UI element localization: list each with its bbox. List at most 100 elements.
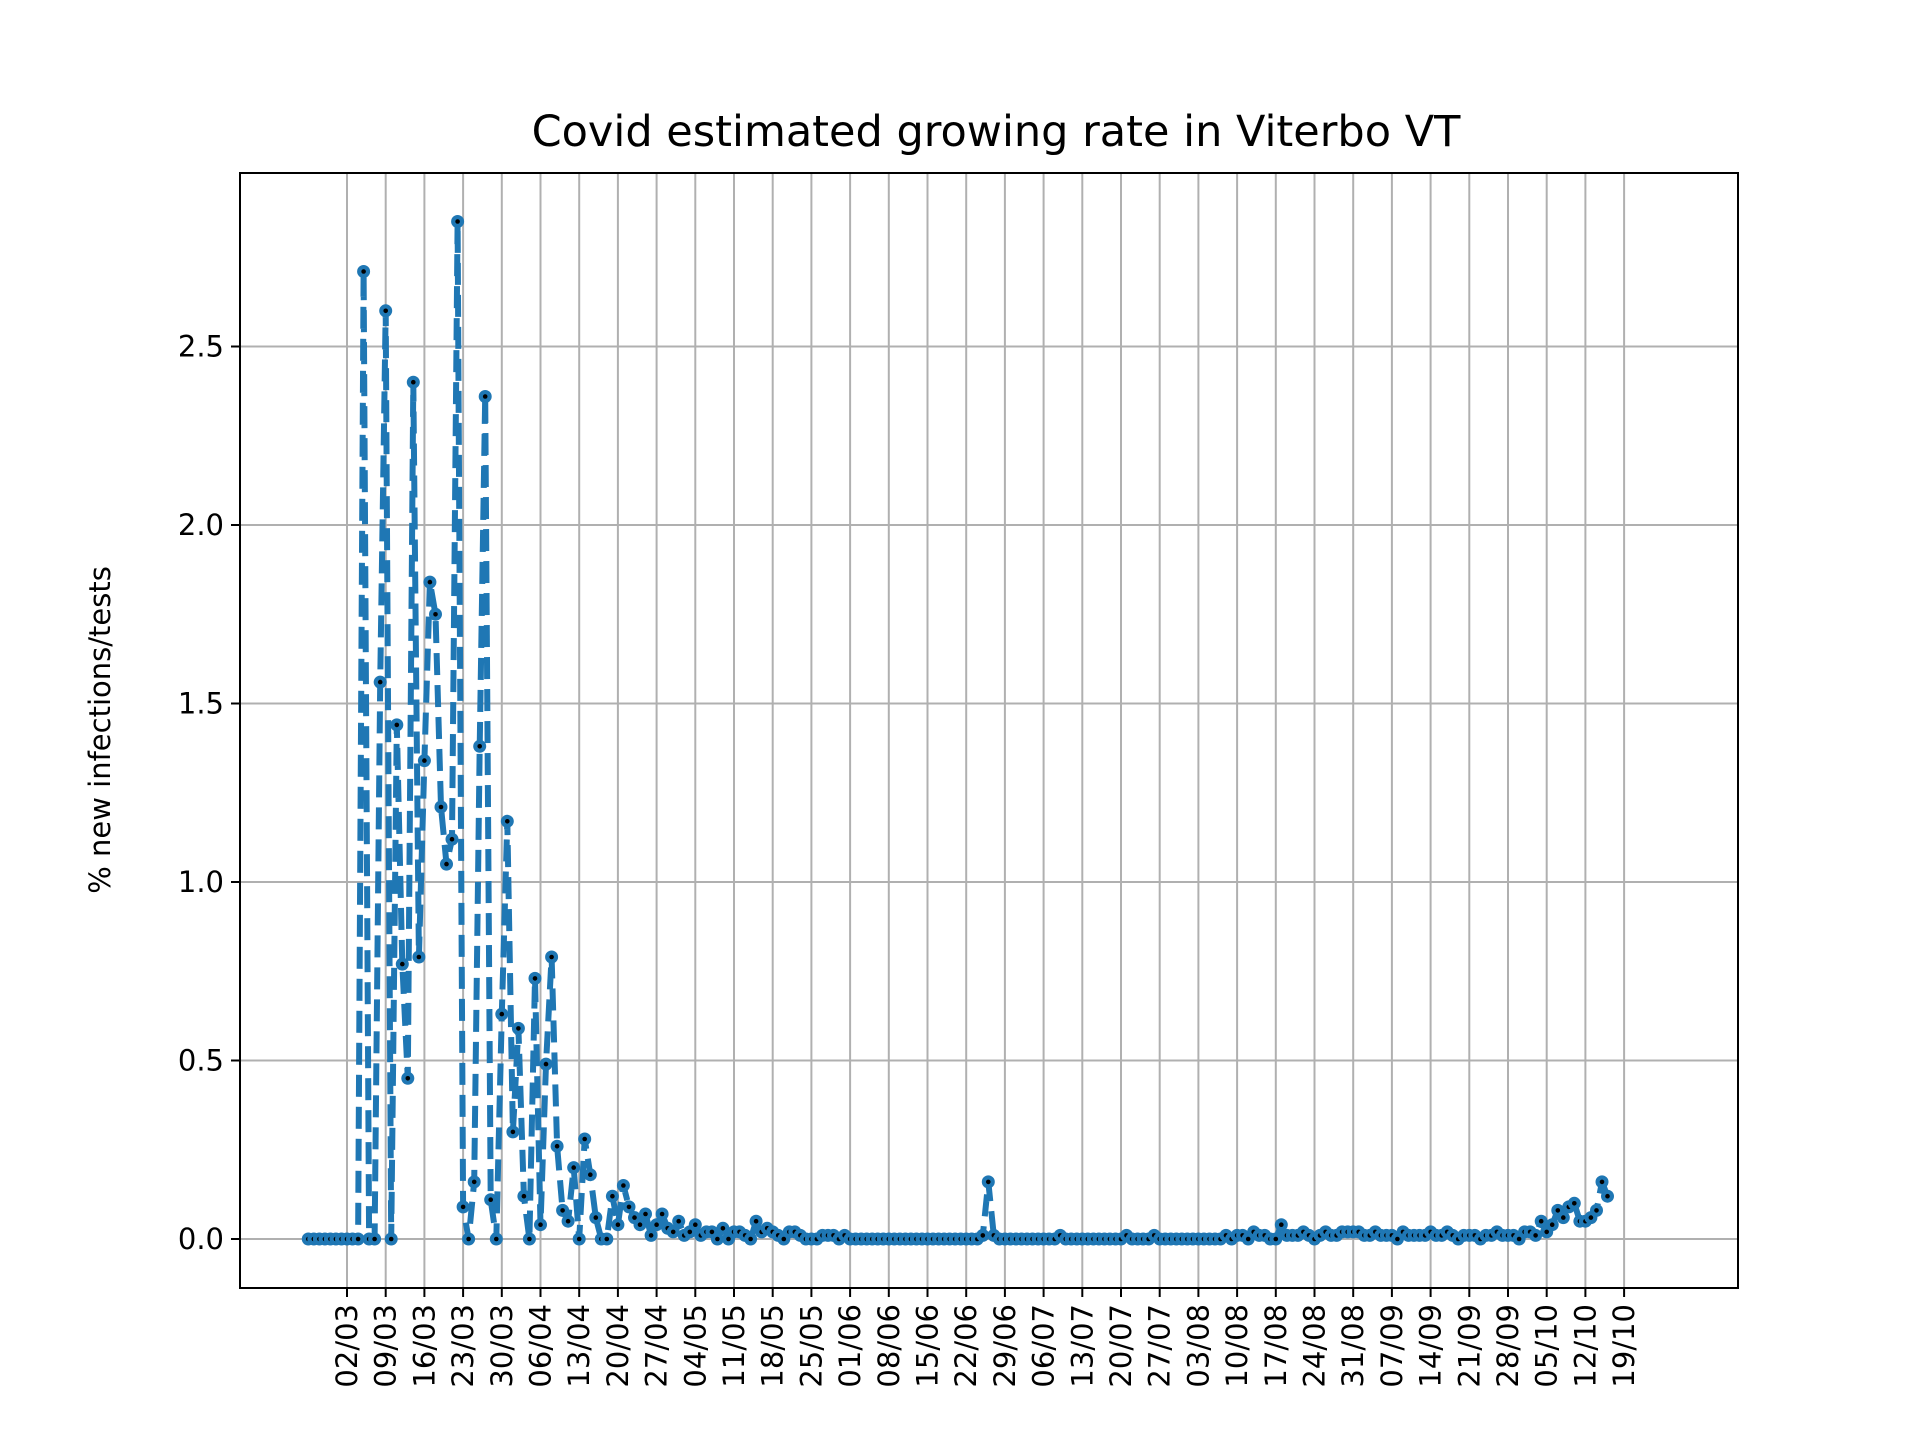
- data-point-dot: [626, 1204, 632, 1210]
- data-point-dot: [986, 1179, 991, 1185]
- data-point-dot: [1561, 1215, 1566, 1220]
- data-point-dot: [1555, 1208, 1561, 1213]
- data-point-dot: [499, 1011, 505, 1017]
- data-point-dot: [980, 1233, 986, 1238]
- data-point: [976, 1228, 990, 1242]
- data-series: [301, 215, 1614, 1246]
- data-point: [550, 1139, 564, 1153]
- data-point-dot: [648, 1233, 654, 1238]
- data-point-dot: [460, 1204, 466, 1210]
- data-point-dot: [1395, 1236, 1400, 1242]
- data-point: [500, 814, 514, 828]
- data-point-dot: [505, 819, 510, 824]
- data-point: [1529, 1228, 1543, 1242]
- data-point-dot: [1273, 1236, 1279, 1242]
- data-point-dot: [1279, 1222, 1284, 1227]
- data-point-dot: [720, 1226, 726, 1231]
- data-point-dot: [676, 1218, 681, 1224]
- data-point-dot: [377, 679, 383, 685]
- data-point-dot: [554, 1143, 560, 1149]
- data-point: [589, 1211, 603, 1225]
- data-point-dot: [527, 1236, 532, 1242]
- data-point-dot: [715, 1236, 720, 1242]
- data-point-dot: [610, 1193, 615, 1199]
- data-point: [522, 1232, 536, 1246]
- data-point: [423, 575, 437, 589]
- data-point: [1269, 1232, 1283, 1246]
- data-point: [710, 1232, 724, 1246]
- y-tick-label: 1.5: [178, 687, 224, 721]
- data-point: [1274, 1218, 1288, 1232]
- data-point-dot: [637, 1222, 643, 1227]
- data-point: [412, 950, 426, 964]
- data-point-dot: [576, 1236, 582, 1242]
- data-point: [406, 375, 420, 389]
- y-tick-label: 2.5: [178, 330, 224, 364]
- x-tick-label: 05/10: [1530, 1304, 1564, 1388]
- data-point-dot: [748, 1236, 753, 1242]
- x-tick-label: 08/06: [872, 1304, 906, 1388]
- data-point-dot: [1605, 1193, 1610, 1199]
- data-point-dot: [400, 961, 405, 967]
- data-point-dot: [1516, 1236, 1522, 1242]
- y-tick-label: 0.5: [178, 1044, 224, 1078]
- data-point: [429, 607, 442, 621]
- data-point-dot: [670, 1229, 676, 1235]
- y-axis-ticks: 0.0 0.5 1.0 1.5 2.0 2.5: [178, 330, 240, 1256]
- data-point: [1567, 1196, 1581, 1210]
- data-point-dot: [388, 1236, 394, 1242]
- y-tick-label: 2.0: [178, 508, 224, 542]
- data-point: [583, 1168, 597, 1182]
- data-point-dot: [361, 269, 366, 274]
- x-tick-label: 03/08: [1181, 1304, 1215, 1388]
- data-point-dot: [427, 579, 433, 585]
- data-point: [556, 1203, 570, 1217]
- data-point: [545, 950, 559, 964]
- data-point: [440, 857, 453, 871]
- x-tick-label: 10/08: [1220, 1304, 1254, 1388]
- plot-frame: [239, 172, 1739, 1289]
- data-point-dot: [687, 1229, 693, 1235]
- data-point-dot: [383, 308, 389, 314]
- data-point: [1595, 1175, 1609, 1189]
- data-point: [578, 1132, 592, 1146]
- data-point: [390, 718, 404, 732]
- data-point-dot: [532, 976, 538, 981]
- data-point-dot: [1588, 1215, 1594, 1220]
- data-point-dot: [560, 1208, 565, 1213]
- x-tick-label: 31/08: [1336, 1304, 1370, 1388]
- data-point: [456, 1200, 470, 1214]
- data-point: [561, 1214, 575, 1228]
- data-point: [357, 265, 371, 278]
- data-point: [534, 1218, 547, 1232]
- data-point-dot: [1594, 1208, 1599, 1213]
- data-point-dot: [455, 219, 460, 224]
- data-point: [517, 1189, 531, 1203]
- data-point-dot: [372, 1236, 377, 1242]
- data-point: [445, 832, 459, 846]
- data-point: [622, 1200, 636, 1214]
- data-point: [528, 971, 542, 985]
- x-tick-label: 13/04: [562, 1304, 596, 1388]
- data-point: [644, 1228, 658, 1242]
- data-point-dot: [615, 1222, 621, 1227]
- data-point: [539, 1057, 553, 1071]
- data-point: [567, 1161, 581, 1175]
- x-tick-label: 20/04: [601, 1304, 635, 1388]
- data-point: [484, 1193, 498, 1207]
- data-point: [1590, 1203, 1603, 1217]
- data-point-dot: [659, 1211, 665, 1217]
- data-point: [511, 1021, 525, 1035]
- data-point: [666, 1225, 680, 1239]
- data-point-dot: [466, 1236, 471, 1242]
- data-point-dot: [654, 1222, 659, 1227]
- data-point: [451, 215, 465, 228]
- x-tick-label: 04/05: [678, 1304, 712, 1388]
- data-point-dot: [516, 1026, 521, 1031]
- data-point: [639, 1207, 652, 1221]
- data-point-dot: [477, 744, 483, 749]
- data-point-dot: [571, 1165, 576, 1170]
- grid-lines: [240, 173, 1738, 1288]
